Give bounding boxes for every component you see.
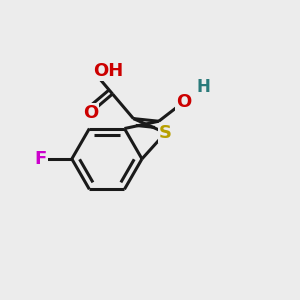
Text: S: S: [159, 124, 172, 142]
Text: F: F: [35, 150, 47, 168]
Text: H: H: [196, 78, 210, 96]
Text: O: O: [83, 103, 98, 122]
Text: O: O: [176, 93, 191, 111]
Text: OH: OH: [93, 62, 124, 80]
